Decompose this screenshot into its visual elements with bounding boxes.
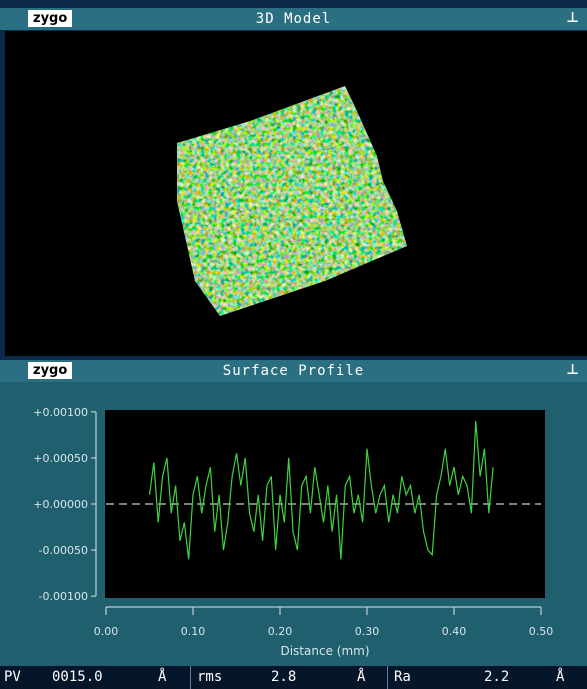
stat-unit: Å <box>357 666 365 689</box>
stat-label: rms <box>197 666 222 689</box>
x-tick-label: 0.00 <box>94 625 119 638</box>
x-tick-label: 0.20 <box>268 625 293 638</box>
title-bar: zygo Surface Profile ⊥ <box>0 360 587 382</box>
x-tick-label: 0.10 <box>181 625 206 638</box>
stat-value: 2.8 <box>271 666 296 689</box>
title-bar: zygo 3D Model ⊥ <box>0 8 587 30</box>
y-tick-label: -0.00100 <box>39 590 88 603</box>
stat-value: 2.2 <box>484 666 509 689</box>
window-title: Surface Profile <box>0 363 587 379</box>
stat-cell: PV 0015.0 Å <box>0 666 191 689</box>
x-tick-label: 0.30 <box>355 625 380 638</box>
y-tick-label: +0.00100 <box>33 406 88 419</box>
stat-unit: Å <box>158 666 166 689</box>
y-tick-label: +0.00050 <box>33 452 88 465</box>
screen: zygo 3D Model ⊥ zygo Surface Profile ⊥ D… <box>0 0 587 689</box>
stat-unit: Å <box>556 666 564 689</box>
window-title: 3D Model <box>0 11 587 27</box>
model-view <box>5 31 587 356</box>
status-bar: PV 0015.0 Å rms 2.8 Å Ra 2.2 Å <box>0 666 587 689</box>
stat-cell: Ra 2.2 Å <box>388 666 586 689</box>
x-axis-label: Distance (mm) <box>280 644 369 658</box>
y-tick-label: +0.00000 <box>33 498 88 511</box>
pin-button[interactable]: ⊥ <box>566 10 579 26</box>
stat-label: PV <box>4 666 21 689</box>
y-tick-label: -0.00050 <box>39 544 88 557</box>
pin-button[interactable]: ⊥ <box>566 362 579 378</box>
x-tick-label: 0.50 <box>529 625 554 638</box>
x-tick-label: 0.40 <box>442 625 467 638</box>
stat-cell: rms 2.8 Å <box>191 666 388 689</box>
stat-label: Ra <box>394 666 411 689</box>
chart: Distance (mm) +0.00100 +0.00050 +0.00000 -0… <box>0 382 587 666</box>
stat-value: 0015.0 <box>52 666 103 689</box>
